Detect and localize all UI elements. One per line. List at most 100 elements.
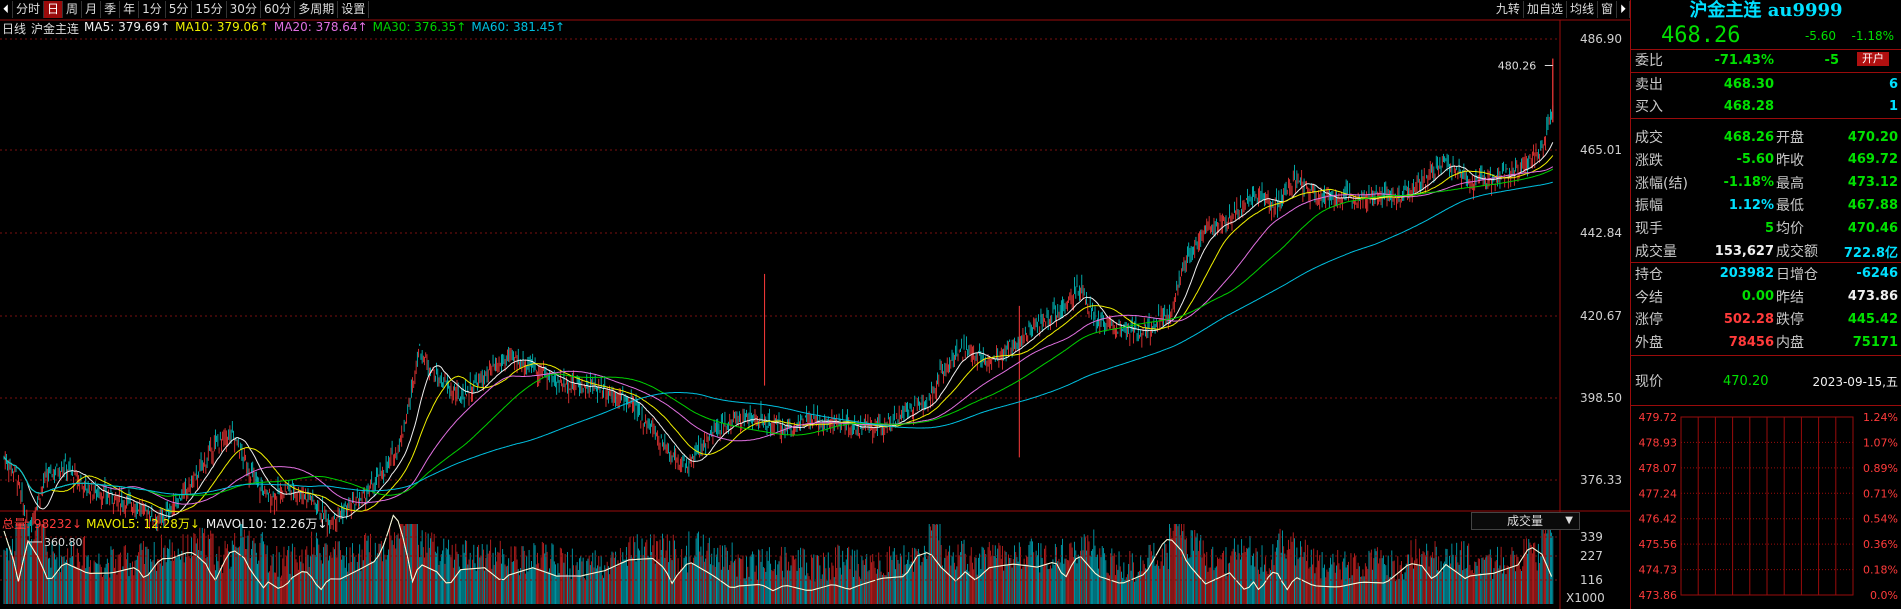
quote-row: 涨幅(结) -1.18% 最高 473.12 — [1631, 172, 1901, 194]
intraday-price-label: 476.42 — [1639, 513, 1678, 526]
back-arrow-icon[interactable]: ⏴ — [0, 1, 14, 18]
quote-value: 473.86 — [1847, 289, 1898, 305]
now-value: 470.20 — [1723, 373, 1769, 389]
toolbar-right: 九转 加自选 均线窗 ⏵ — [1493, 0, 1630, 19]
instrument-label: 沪金主连 — [31, 22, 80, 36]
tab-12[interactable]: 设置 — [338, 1, 370, 18]
quote-label: 日增仓 — [1776, 266, 1818, 283]
quote-row: 卖出 468.30 6 — [1631, 73, 1901, 95]
quote-label: 内盘 — [1776, 335, 1804, 352]
ma-line-5 — [3, 142, 1554, 519]
intraday-pct-label: 0.54% — [1863, 513, 1898, 526]
quote-value: 75171 — [1852, 334, 1898, 350]
volume-header: 总量: 98232↓ MAVOL5: 12.28万↓ MAVOL10: 12.2… — [0, 514, 1630, 532]
toolbar-btn-0[interactable]: 九转 — [1493, 1, 1524, 18]
intraday-pct-label: 1.07% — [1863, 436, 1898, 449]
intraday-pct-label: 1.24% — [1863, 411, 1898, 424]
quote-label: 成交额 — [1776, 244, 1818, 260]
volume-bars — [3, 524, 1554, 604]
quote-label: 跌停 — [1776, 312, 1804, 329]
quote-value: 0.00 — [1741, 289, 1774, 305]
quote-label: 开盘 — [1776, 130, 1804, 146]
toolbar-btn-2[interactable]: 均线 — [1567, 1, 1598, 18]
quote-label: 成交 — [1635, 130, 1663, 146]
chart-area[interactable]: ⏴ 分时日周月季年 1分 5分 15分 30分 60分 多周期 设置 九转 加自选 均线窗 ⏵ 日线… — [0, 0, 1630, 609]
quote-value: 469.72 — [1847, 152, 1898, 168]
intraday-price-label: 479.72 — [1639, 411, 1678, 424]
intraday-pct-label: 0.89% — [1863, 462, 1898, 475]
ma-label-3: MA30: 376.35↑ — [372, 20, 467, 34]
low-label: 360.80 — [44, 536, 83, 549]
weibi-diff: -5 — [1824, 52, 1839, 68]
intraday-price-label: 478.93 — [1639, 436, 1678, 449]
quote-row: 涨跌 -5.60 昨收 469.72 — [1631, 149, 1901, 171]
last-price: 468.26 — [1661, 23, 1741, 48]
volume-unit: X1000 — [1566, 591, 1605, 605]
quote-label: 成交量 — [1635, 244, 1677, 260]
price-axis-label: 486.90 — [1580, 32, 1622, 46]
quote-row: 买入 468.28 1 — [1631, 95, 1901, 117]
candlestick-chart[interactable]: 486.90 465.01 442.84 420.67 398.50 376.33 480.… — [0, 0, 1630, 609]
tab-7[interactable]: 5分 — [166, 1, 193, 18]
tab-11[interactable]: 多周期 — [295, 1, 339, 18]
indicator-dropdown[interactable]: 成交量 ▼ — [1471, 512, 1580, 530]
quote-label: 买入 — [1635, 99, 1663, 115]
ma-line-30 — [3, 168, 1554, 497]
indicator-dropdown-label: 成交量 — [1507, 514, 1544, 528]
dropdown-arrow-icon: ▼ — [1565, 515, 1573, 526]
quote-row: 成交量 153,627 成交额 722.8亿 — [1631, 240, 1901, 262]
intraday-price-label: 473.86 — [1639, 589, 1678, 602]
quote-row: 现手 5 均价 470.46 — [1631, 217, 1901, 239]
quote-label: 最低 — [1776, 198, 1804, 215]
quote-value: 467.88 — [1847, 197, 1898, 213]
quote-value: 153,627 — [1714, 243, 1774, 259]
quote-value: 468.26 — [1723, 129, 1774, 145]
sell-qty: 6 — [1888, 76, 1898, 92]
intraday-price-label: 474.73 — [1639, 564, 1678, 577]
high-label: 480.26 — [1498, 59, 1537, 72]
ma-label-4: MA60: 381.45↑ — [471, 20, 566, 34]
ma-label-0: MA5: 379.69↑ — [84, 20, 171, 34]
price-axis-label: 398.50 — [1580, 391, 1622, 405]
quote-label: 现手 — [1635, 221, 1663, 238]
quote-row: 外盘 78456 内盘 75171 — [1631, 331, 1901, 353]
last-price-row: 468.26 -5.60 -1.18% — [1631, 22, 1901, 50]
quote-value: 470.20 — [1847, 129, 1898, 145]
quote-label: 涨停 — [1635, 312, 1663, 329]
open-account-button[interactable]: 开户 — [1857, 52, 1889, 66]
quote-label: 外盘 — [1635, 335, 1663, 352]
quote-value: 445.42 — [1847, 311, 1898, 327]
now-price-row: 现价 470.20 2023-09-15,五 — [1631, 370, 1901, 392]
toolbar-btn-1[interactable]: 加自选 — [1524, 1, 1567, 18]
quote-value: 5 — [1764, 220, 1774, 236]
tab-4[interactable]: 季 — [101, 1, 121, 18]
tab-0[interactable]: 分时 — [13, 1, 45, 18]
volume-axis-label: 116 — [1580, 573, 1603, 587]
quote-row: 委比 -71.43% -5 — [1631, 49, 1901, 71]
intraday-price-label: 477.24 — [1639, 487, 1678, 500]
intraday-pct-label: 0.0% — [1870, 589, 1898, 602]
tab-6[interactable]: 1分 — [139, 1, 166, 18]
candles — [3, 58, 1554, 537]
quote-value: -1.18% — [1723, 175, 1775, 191]
quote-value: 502.28 — [1723, 311, 1774, 327]
intraday-frame — [1680, 416, 1854, 596]
intraday-pct-label: 0.71% — [1863, 487, 1898, 500]
tab-8[interactable]: 15分 — [192, 1, 227, 18]
tab-5[interactable]: 年 — [120, 1, 140, 18]
quote-value: 722.8亿 — [1843, 245, 1898, 261]
tab-9[interactable]: 30分 — [227, 1, 261, 18]
quote-row: 持仓 203982 日增仓 -6246 — [1631, 263, 1901, 285]
forward-arrow-icon[interactable]: ⏵ — [1617, 1, 1630, 18]
quote-value: 473.12 — [1847, 175, 1898, 191]
quote-label: 委比 — [1635, 53, 1663, 69]
intraday-pct-label: 0.36% — [1863, 538, 1898, 551]
price-change-pct: -1.18% — [1851, 28, 1894, 43]
tab-2[interactable]: 周 — [63, 1, 83, 18]
tab-1[interactable]: 日 — [44, 1, 64, 18]
tab-3[interactable]: 月 — [82, 1, 102, 18]
period-label: 日线 — [2, 22, 27, 36]
tab-10[interactable]: 60分 — [261, 1, 296, 18]
toolbar-btn-3[interactable]: 窗 — [1598, 1, 1617, 18]
instrument-title: 沪金主连 au9999 — [1689, 0, 1843, 21]
